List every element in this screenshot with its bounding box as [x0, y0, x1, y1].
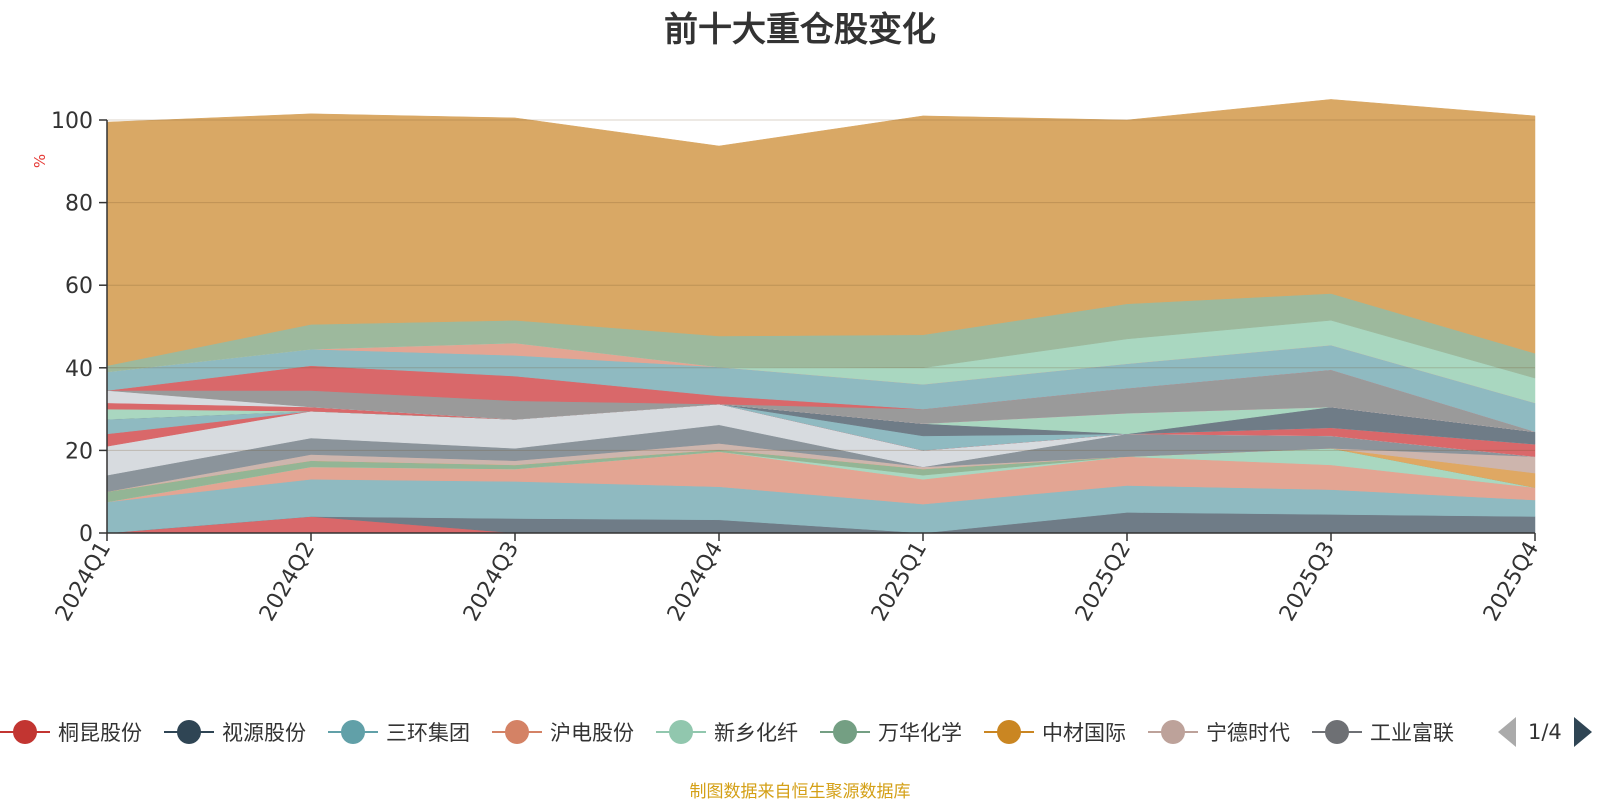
legend-marker-icon [328, 719, 378, 745]
x-tick-label: 2024Q2 [255, 538, 320, 626]
legend-label: 沪电股份 [550, 721, 634, 745]
legend-label: 中材国际 [1042, 721, 1126, 745]
legend-page-indicator: 1/4 [1528, 720, 1562, 744]
stacked-area-chart: 0 20 40 60 80 100 2024Q1 2024Q2 2024Q3 2024Q4 2025… [51, 99, 1544, 626]
legend-marker-icon [1312, 719, 1362, 745]
legend-item[interactable]: 视源股份 [164, 712, 306, 752]
chart-title: 前十大重仓股变化 [664, 10, 936, 50]
y-tick-label: 100 [51, 109, 93, 134]
y-tick-label: 0 [79, 522, 93, 547]
x-tick-label: 2024Q3 [459, 538, 524, 626]
legend-label: 工业富联 [1370, 721, 1454, 745]
x-tick-label: 2025Q2 [1071, 538, 1136, 626]
legend-item[interactable]: 万华化学 [820, 712, 962, 752]
y-tick-label: 20 [65, 439, 93, 464]
source-note: 制图数据来自恒生聚源数据库 [689, 782, 911, 802]
legend-item[interactable]: 桐昆股份 [0, 712, 142, 752]
legend-label: 宁德时代 [1206, 721, 1290, 745]
legend-item[interactable]: 沪电股份 [492, 712, 634, 752]
legend-label: 新乡化纤 [714, 721, 798, 745]
x-tick-label: 2025Q3 [1275, 538, 1340, 626]
legend-marker-icon [492, 719, 542, 745]
legend-marker-icon [164, 719, 214, 745]
y-tick-label: 80 [65, 192, 93, 217]
x-tick-label: 2025Q1 [867, 538, 932, 626]
x-tick-label: 2025Q4 [1479, 538, 1544, 626]
legend-label: 万华化学 [878, 721, 962, 745]
legend-items: 桐昆股份 视源股份 三环集团 沪电股份 新乡化纤 万华化学 中材国际 宁德时代 工业富联 [0, 712, 1475, 752]
legend-pager: 1/4 [1498, 712, 1592, 752]
legend-marker-icon [656, 719, 706, 745]
legend-prev-page-button[interactable] [1498, 717, 1516, 747]
y-tick-label: 60 [65, 274, 93, 299]
x-tick-label: 2024Q4 [663, 538, 728, 626]
legend-label: 视源股份 [222, 721, 306, 745]
legend-marker-icon [820, 719, 870, 745]
legend-item[interactable]: 工业富联 [1312, 712, 1454, 752]
legend-item[interactable]: 宁德时代 [1148, 712, 1290, 752]
x-tick-label: 2024Q1 [51, 538, 116, 626]
y-tick-label: 40 [65, 357, 93, 382]
legend-item[interactable]: 中材国际 [984, 712, 1126, 752]
legend-item[interactable]: 新乡化纤 [656, 712, 798, 752]
legend: 桐昆股份 视源股份 三环集团 沪电股份 新乡化纤 万华化学 中材国际 宁德时代 工业富联 1/4 [0, 712, 1600, 752]
legend-next-page-button[interactable] [1573, 717, 1592, 747]
areas-layer [106, 99, 1536, 534]
legend-item[interactable]: 三环集团 [328, 712, 470, 752]
legend-marker-icon [1148, 719, 1198, 745]
area-series-23 [106, 99, 1536, 367]
legend-marker-icon [0, 719, 50, 745]
legend-label: 三环集团 [386, 721, 470, 745]
legend-marker-icon [984, 719, 1034, 745]
legend-label: 桐昆股份 [58, 721, 142, 745]
